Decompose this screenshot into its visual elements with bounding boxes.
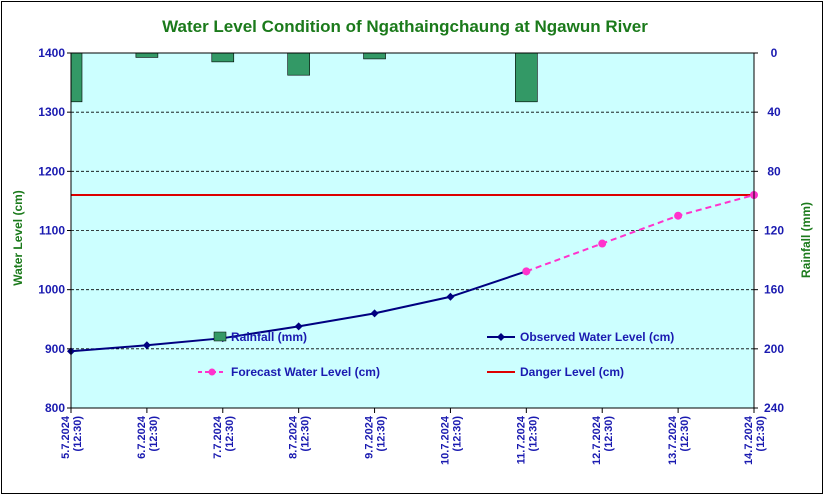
right-tick-label: 40: [767, 105, 781, 119]
chart-title: Water Level Condition of Ngathaingchaung…: [162, 17, 648, 36]
legend-swatch-rainfall: [213, 331, 227, 342]
x-tick-time: (12:30): [755, 416, 767, 452]
rainfall-bar: [135, 52, 159, 58]
x-tick-date: 9.7.2024: [364, 415, 376, 459]
x-tick-time: (12:30): [72, 416, 84, 452]
x-tick-date: 5.7.2024: [60, 415, 72, 459]
forecast-line: [525, 194, 755, 273]
observed-point: [294, 322, 303, 331]
x-axis-ticks: 5.7.2024 (12:30) 6.7.2024 (12:30) 7.7.2024 (1…: [60, 415, 767, 465]
x-tick-time: (12:30): [603, 416, 615, 452]
observed-point: [142, 341, 151, 350]
x-tick-label: 12.7.2024 (12:30): [591, 415, 615, 465]
left-tick-label: 1400: [38, 46, 65, 60]
legend-label-forecast: Forecast Water Level (cm): [231, 365, 380, 379]
rainfall-bar: [515, 52, 538, 103]
legend-label-rainfall: Rainfall (mm): [231, 330, 307, 344]
legend-label-danger: Danger Level (cm): [520, 365, 624, 379]
x-tick-time: (12:30): [679, 416, 691, 452]
x-tick-date: 8.7.2024: [288, 415, 300, 459]
legend-label-observed: Observed Water Level (cm): [520, 330, 674, 344]
forecast-point: [674, 211, 683, 220]
x-tick-label: 5.7.2024 (12:30): [60, 415, 84, 459]
legend-item-rainfall: Rainfall (mm): [213, 330, 307, 344]
x-tick-time: (12:30): [527, 416, 539, 452]
x-tick-time: (12:30): [224, 416, 236, 452]
x-tick-date: 10.7.2024: [439, 415, 451, 465]
left-tick-label: 1200: [38, 164, 65, 178]
x-tick-time: (12:30): [451, 416, 463, 452]
observed-point: [446, 292, 455, 301]
x-tick-label: 14.7.2024 (12:30): [743, 415, 767, 465]
forecast-point: [598, 239, 607, 248]
water-level-lines: [67, 191, 758, 356]
right-tick-label: 240: [764, 401, 784, 415]
rainfall-bars: [70, 52, 538, 103]
x-tick-label: 9.7.2024 (12:30): [364, 415, 388, 459]
rainfall-bar: [211, 52, 235, 63]
gridlines: [71, 111, 754, 350]
right-tick-label: 160: [764, 283, 784, 297]
legend-item-forecast: Forecast Water Level (cm): [198, 365, 380, 379]
x-tick-date: 6.7.2024: [136, 415, 148, 459]
x-tick-time: (12:30): [376, 416, 388, 452]
right-tick-label: 80: [767, 164, 781, 178]
legend-marker-observed: [497, 333, 505, 341]
right-axis-ticks: 0 40 80 120 160 200 240: [754, 46, 784, 415]
left-tick-label: 1300: [38, 105, 65, 119]
x-tick-date: 12.7.2024: [591, 415, 603, 465]
legend: Rainfall (mm) Observed Water Level (cm) …: [198, 330, 674, 379]
x-tick-label: 10.7.2024 (12:30): [439, 415, 463, 465]
right-tick-label: 120: [764, 224, 784, 238]
forecast-point: [522, 267, 531, 276]
x-tick-label: 11.7.2024 (12:30): [515, 415, 539, 464]
left-tick-label: 1100: [39, 224, 65, 238]
legend-marker-forecast: [208, 368, 216, 376]
legend-item-observed: Observed Water Level (cm): [487, 330, 674, 344]
x-tick-label: 6.7.2024 (12:30): [136, 415, 160, 459]
x-tick-date: 13.7.2024: [667, 415, 679, 465]
x-tick-date: 11.7.2024: [515, 415, 527, 464]
left-tick-label: 900: [45, 342, 65, 356]
x-tick-label: 8.7.2024 (12:30): [288, 415, 312, 459]
x-tick-date: 7.7.2024: [212, 415, 224, 459]
rainfall-bar: [363, 52, 386, 60]
rainfall-bar: [287, 52, 310, 76]
right-tick-label: 0: [771, 46, 778, 60]
x-tick-time: (12:30): [148, 416, 160, 452]
y2-axis-label: Rainfall (mm): [799, 202, 813, 278]
legend-item-danger: Danger Level (cm): [487, 365, 624, 379]
observed-point: [370, 309, 379, 318]
y-axis-label: Water Level (cm): [11, 190, 25, 286]
x-tick-time: (12:30): [300, 416, 312, 452]
left-tick-label: 1000: [38, 283, 65, 297]
left-tick-label: 800: [45, 401, 65, 415]
left-axis-ticks: 800 900 1000 1100 1200 1300 1400: [38, 46, 71, 415]
right-tick-label: 200: [764, 342, 784, 356]
rainfall-bar: [70, 52, 83, 103]
x-tick-label: 13.7.2024 (12:30): [667, 415, 691, 465]
x-tick-date: 14.7.2024: [743, 415, 755, 465]
x-tick-label: 7.7.2024 (12:30): [212, 415, 236, 459]
